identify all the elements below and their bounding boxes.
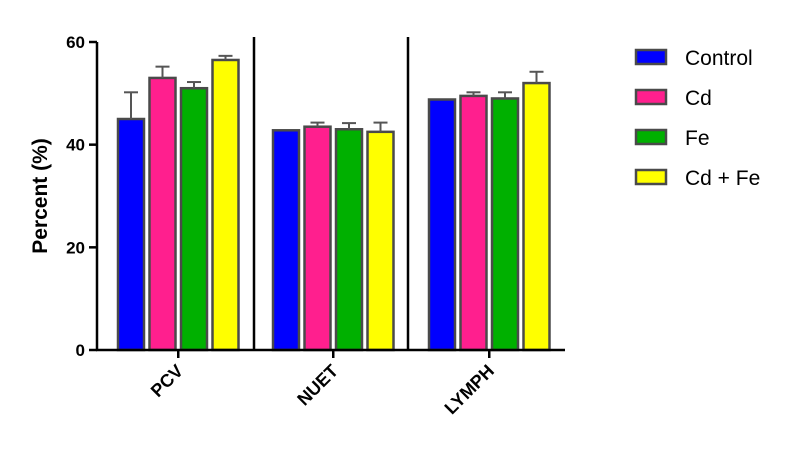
legend-label-cd: Cd [685, 87, 712, 110]
legend-label-fe: Fe [685, 127, 710, 150]
bar-pcv-cd [148, 76, 177, 352]
y-tick-label-40: 40 [66, 136, 85, 155]
bars-group [116, 58, 551, 352]
y-ticks-group: 0 20 40 60 [66, 33, 491, 360]
bar-pcv-fe [179, 86, 209, 352]
y-axis-title: Percent (%) [29, 138, 52, 254]
bar-lymph-control [427, 98, 457, 352]
bar-nuet-cd-fe [366, 130, 395, 352]
x-tick-label-pcv: PCV [147, 361, 187, 401]
legend: Control Cd Fe Cd + Fe [634, 47, 760, 190]
axes-group [95, 37, 565, 352]
bar-nuet-cd [303, 125, 332, 352]
bar-pcv-cd-fe [211, 58, 240, 352]
legend-swatch-cd-fe [634, 168, 668, 186]
x-labels-group: PCV NUET LYMPH [147, 361, 498, 419]
legend-swatch-cd [634, 88, 668, 106]
legend-swatch-control [634, 48, 668, 66]
error-bars-group [124, 54, 544, 132]
y-tick-label-60: 60 [66, 33, 85, 52]
legend-label-cd-fe: Cd + Fe [685, 167, 760, 190]
bar-lymph-fe [490, 97, 520, 352]
x-tick-label-nuet: NUET [293, 361, 342, 410]
bar-lymph-cd [459, 94, 488, 352]
x-tick-label-lymph: LYMPH [441, 361, 499, 419]
bar-nuet-fe [334, 128, 364, 352]
legend-swatch-fe [634, 128, 668, 146]
bar-pcv-control [116, 117, 146, 352]
y-tick-label-20: 20 [66, 238, 85, 257]
bar-lymph-cd-fe [522, 81, 551, 352]
bar-nuet-control [271, 129, 301, 352]
y-tick-label-0: 0 [76, 341, 85, 360]
legend-label-control: Control [685, 47, 753, 70]
